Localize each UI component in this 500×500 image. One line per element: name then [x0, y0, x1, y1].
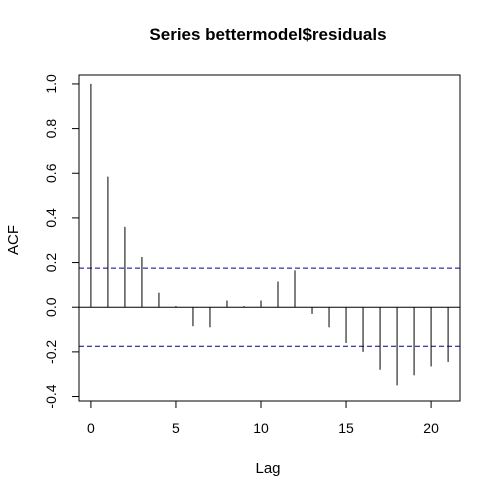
- x-tick-label: 5: [172, 420, 180, 436]
- y-tick-label: 0.2: [43, 253, 59, 273]
- chart-marks: 0 5 10 15 20 -0.4 -0.2 0.0 0.2 0.4 0.6 0.8 1.0: [43, 74, 460, 436]
- chart-title: Series bettermodel$residuals: [149, 25, 386, 44]
- plot-frame: [78, 74, 461, 402]
- y-tick-label: 1.0: [43, 74, 59, 94]
- x-tick-label: 10: [253, 420, 269, 436]
- y-axis-label: ACF: [5, 225, 22, 255]
- y-tick-label: -0.2: [43, 340, 59, 364]
- y-tick-label: 0.6: [43, 163, 59, 183]
- y-tick-label: -0.4: [43, 384, 59, 408]
- y-tick-label: 0.8: [43, 119, 59, 139]
- x-axis-label: Lag: [255, 460, 280, 477]
- y-tick-label: 0.4: [43, 208, 59, 228]
- x-tick-label: 20: [423, 420, 439, 436]
- x-tick-label: 0: [87, 420, 95, 436]
- y-tick-label: 0.0: [43, 297, 59, 317]
- x-tick-label: 15: [338, 420, 354, 436]
